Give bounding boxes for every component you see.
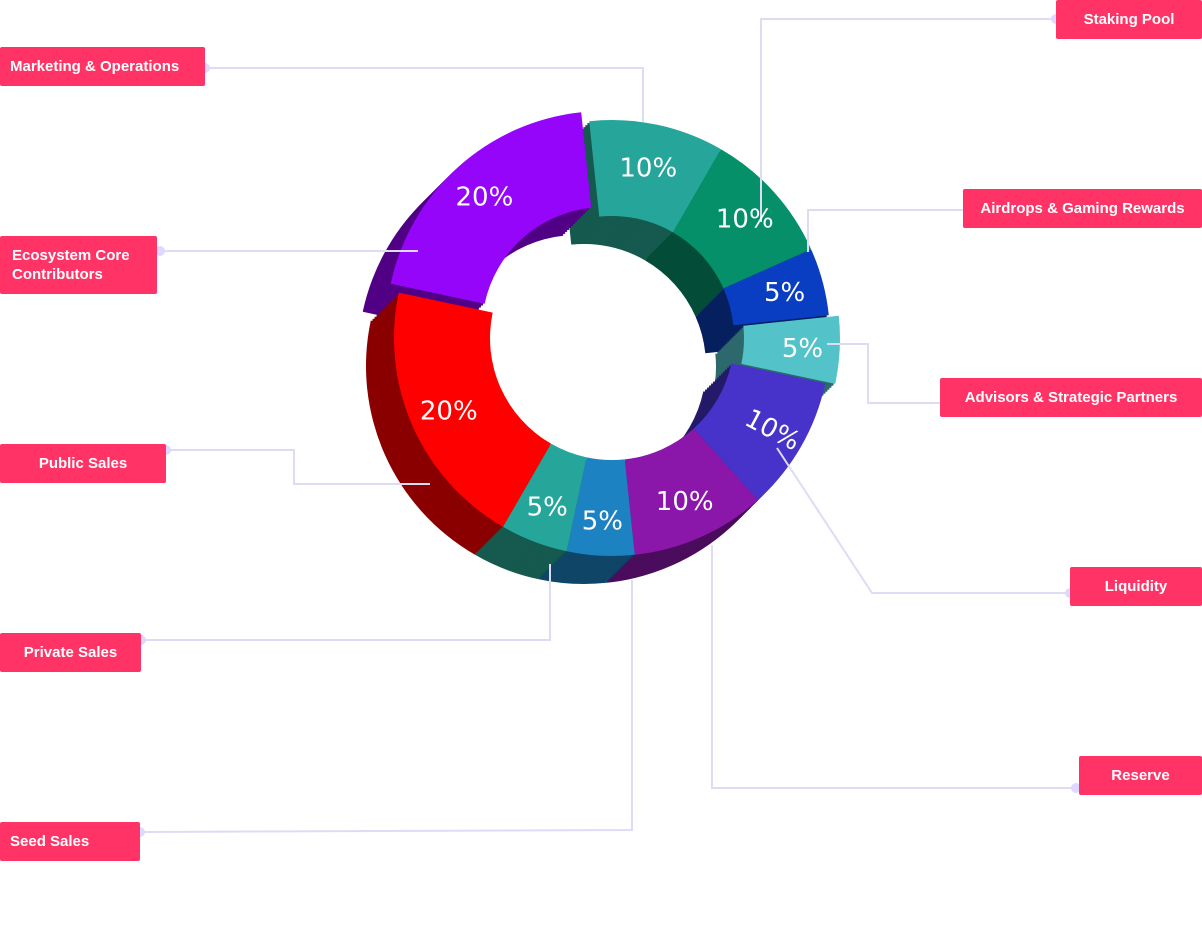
value-label-public-sales: 20% xyxy=(420,397,478,427)
connector-liquidity xyxy=(776,447,1070,594)
legend-liquidity-text: Liquidity xyxy=(1104,578,1168,595)
slice-airdrops-and-gaming-rewards xyxy=(723,249,829,326)
connector-marketing-operations xyxy=(205,67,644,122)
value-label-ecosystem-core-contributors: 20% xyxy=(456,182,514,212)
legend-ecosystem-line2: Contributors xyxy=(12,266,103,283)
connector-public-sales xyxy=(166,449,430,485)
value-label-private-sales: 5% xyxy=(527,493,568,523)
value-label-advisors-and-strategic-partners: 5% xyxy=(782,334,823,364)
legend-liquidity: Liquidity xyxy=(1070,567,1202,606)
legend-seed-sales-text: Seed Sales xyxy=(10,833,90,850)
legend-airdrops-gaming-rewards: Airdrops & Gaming Rewards xyxy=(963,189,1202,228)
connector-airdrops-gaming-rewards xyxy=(807,209,969,252)
connector-advisors-strategic-partners xyxy=(827,343,946,404)
value-label-reserve: 10% xyxy=(656,487,714,517)
legend-staking-pool: Staking Pool xyxy=(1056,0,1202,39)
connector-staking-pool xyxy=(760,18,1056,222)
slice-ecosystem-core-contributors xyxy=(390,112,592,304)
slice-advisors-and-strategic-partners xyxy=(741,315,840,384)
legend-private-sales: Private Sales xyxy=(0,633,141,672)
slice-seed-sales xyxy=(566,457,635,557)
legend-reserve-text: Reserve xyxy=(1111,767,1170,784)
donut-top-layer xyxy=(390,112,840,557)
value-label-airdrops-and-gaming-rewards: 5% xyxy=(764,278,805,308)
legend-public-sales: Public Sales xyxy=(0,444,166,483)
legend-reserve: Reserve xyxy=(1079,756,1202,795)
slice-reserve xyxy=(624,428,758,555)
legend-public-sales-text: Public Sales xyxy=(38,455,128,472)
slice-liquidity xyxy=(693,363,826,501)
legend-seed-sales: Seed Sales xyxy=(0,822,140,861)
legend-ecosystem-line1: Ecosystem Core xyxy=(12,247,130,264)
legend-marketing-operations-text: Marketing & Operations xyxy=(10,58,180,75)
value-label-staking-pool: 10% xyxy=(716,205,774,235)
connector-reserve xyxy=(711,545,1076,789)
legend-airdrops-gaming-rewards-text: Airdrops & Gaming Rewards xyxy=(980,200,1185,217)
legend-advisors-strategic-partners-text: Advisors & Strategic Partners xyxy=(964,389,1178,406)
legend-marketing-operations: Marketing & Operations xyxy=(0,47,205,86)
legend-private-sales-text: Private Sales xyxy=(23,644,118,661)
legend-ecosystem-core-contributors: Ecosystem Core Contributors xyxy=(0,236,157,294)
slice-marketing-and-operations xyxy=(589,119,721,233)
connector-seed-sales xyxy=(139,580,633,833)
slice-staking-pool xyxy=(673,149,812,289)
value-label-seed-sales: 5% xyxy=(582,507,623,537)
connector-dot-reserve xyxy=(1071,783,1081,793)
connector-dot-ecosystem-core-contributors xyxy=(155,246,165,256)
legend-staking-pool-text: Staking Pool xyxy=(1083,11,1175,28)
value-label-marketing-and-operations: 10% xyxy=(619,153,677,183)
slice-private-sales xyxy=(503,443,587,552)
slice-public-sales xyxy=(393,292,551,527)
connector-private-sales xyxy=(141,564,551,641)
legend-advisors-strategic-partners: Advisors & Strategic Partners xyxy=(940,378,1202,417)
